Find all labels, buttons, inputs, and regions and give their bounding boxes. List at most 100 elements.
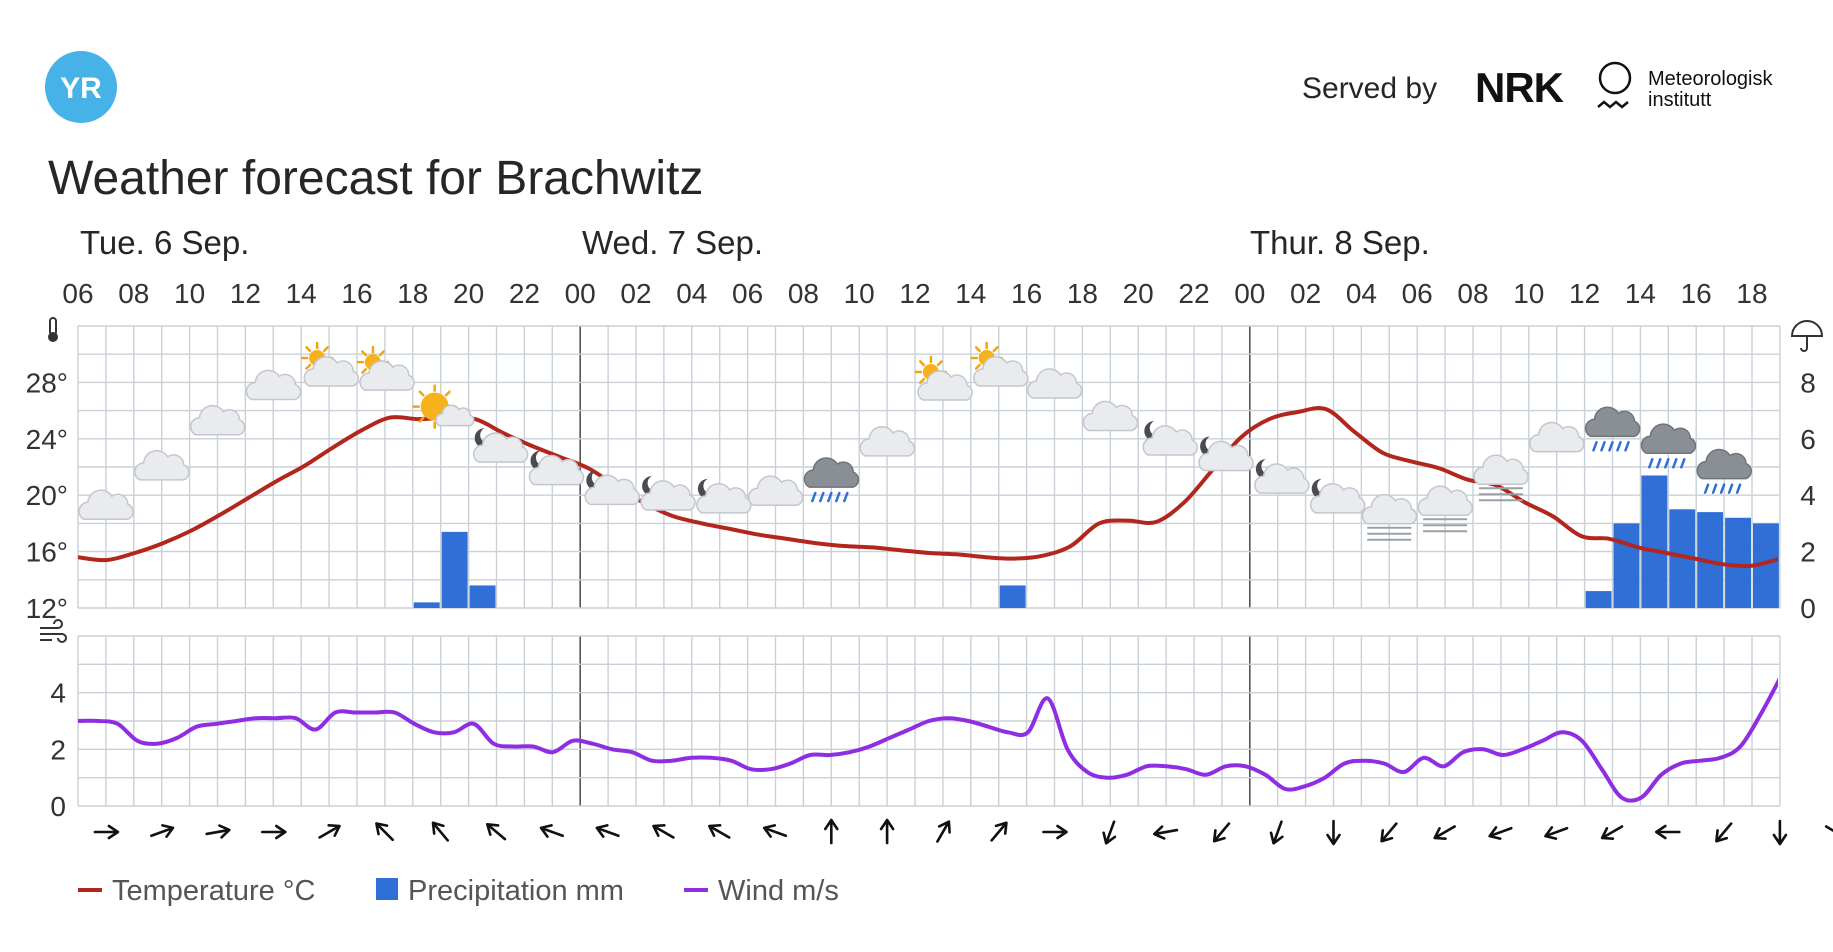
temperature-series	[78, 406, 1778, 569]
precipitation-axis: 0 2 4 6 8	[1800, 367, 1816, 624]
fog-icon	[1473, 454, 1529, 502]
partly-cloudy-night-icon	[528, 450, 585, 486]
yr-logo[interactable]: YR	[45, 51, 117, 123]
precipitation-tick-label: 4	[1800, 480, 1816, 511]
wind-arrow-icon	[260, 824, 287, 840]
hour-label: 08	[788, 278, 819, 309]
partly-cloudy-day-icon	[914, 355, 973, 401]
cloudy-icon	[1082, 400, 1139, 432]
wind-arrow-icon	[539, 824, 564, 838]
hour-label: 02	[1290, 278, 1321, 309]
cloudy-icon	[747, 475, 804, 506]
met-institute-logo[interactable]: Meteorologisk institutt	[1597, 61, 1774, 111]
wind-arrow-icon	[1042, 824, 1068, 840]
met-sun-icon	[1598, 61, 1632, 95]
hour-label: 02	[620, 278, 651, 309]
hour-label: 18	[397, 278, 428, 309]
hour-label: 12	[1569, 278, 1600, 309]
wind-direction-arrows	[93, 818, 1833, 846]
temperature-axis: 12° 16° 20° 24° 28°	[26, 367, 68, 624]
wind-arrow-icon	[205, 824, 231, 839]
sun-cloud-icon	[412, 384, 475, 429]
hour-label: 18	[1736, 278, 1767, 309]
wind-arrow-icon	[375, 822, 394, 842]
thermometer-icon	[48, 317, 58, 342]
hour-label: 22	[509, 278, 540, 309]
wind-arrow-icon	[486, 822, 507, 841]
temperature-tick-label: 24°	[26, 424, 68, 455]
cloudy-icon	[859, 426, 915, 457]
precipitation-tick-label: 8	[1800, 367, 1816, 398]
cloudy-icon	[189, 404, 246, 436]
hour-label: 12	[230, 278, 261, 309]
wind-tick-label: 2	[50, 734, 66, 765]
nrk-logo[interactable]: NRK	[1475, 64, 1565, 111]
met-name-line1: Meteorologisk	[1648, 68, 1774, 90]
hour-axis: 06 08 10 12 14 16 18 20 22 00 02 04 06 08 10 12 14 16 18 20…	[62, 278, 1767, 309]
temperature-tick-label: 12°	[26, 593, 68, 624]
hour-label: 00	[1234, 278, 1265, 309]
rain-icon	[1696, 448, 1752, 494]
cloudy-icon	[134, 450, 190, 481]
temperature-tick-label: 28°	[26, 367, 68, 398]
hour-label: 22	[1178, 278, 1209, 309]
hour-label: 14	[1625, 278, 1656, 309]
hour-label: 10	[844, 278, 875, 309]
hour-label: 08	[118, 278, 149, 309]
legend-wind-label: Wind m/s	[718, 875, 839, 907]
wind-arrow-icon	[1655, 824, 1681, 840]
wind-arrow-icon	[1380, 822, 1398, 843]
day-label: Wed. 7 Sep.	[582, 224, 763, 261]
wind-tick-label: 4	[50, 678, 66, 709]
precipitation-bar	[999, 585, 1026, 608]
legend: Temperature °C Precipitation mm Wind m/s	[78, 875, 839, 907]
legend-wind[interactable]: Wind m/s	[684, 875, 839, 907]
hour-label: 20	[1123, 278, 1154, 309]
partly-cloudy-night-icon	[640, 476, 696, 511]
wind-arrow-icon	[652, 824, 675, 839]
wind-arrow-icon	[1326, 819, 1341, 846]
wind-arrow-icon	[595, 824, 620, 838]
hour-label: 16	[1011, 278, 1042, 309]
weather-icons	[78, 341, 1752, 541]
legend-precipitation[interactable]: Precipitation mm	[376, 875, 624, 907]
wind-arrow-icon	[1433, 825, 1456, 840]
wind-arrow-icon	[879, 818, 895, 845]
temperature-tick-label: 20°	[26, 480, 68, 511]
temperature-line	[78, 406, 1778, 569]
wind-arrow-icon	[431, 821, 450, 842]
wind-arrow-icon	[990, 821, 1008, 842]
served-by-label: Served by	[1302, 72, 1437, 105]
wind-arrow-icon	[1212, 822, 1231, 843]
wind-arrow-icon	[823, 818, 839, 845]
wind-arrow-icon	[1715, 822, 1733, 843]
legend-temperature[interactable]: Temperature °C	[78, 875, 315, 907]
hour-label: 14	[286, 278, 317, 309]
wind-line	[78, 677, 1778, 803]
partly-cloudy-night-icon	[1142, 421, 1198, 456]
cloudy-icon	[1529, 421, 1585, 453]
wind-arrow-icon	[1102, 820, 1117, 845]
temperature-tick-label: 16°	[26, 537, 68, 568]
cloudy-icon	[1026, 368, 1083, 399]
hour-label: 14	[955, 278, 986, 309]
partly-cloudy-night-icon	[1198, 436, 1254, 472]
day-label: Tue. 6 Sep.	[80, 224, 249, 261]
hour-label: 10	[1513, 278, 1544, 309]
hour-label: 04	[676, 278, 707, 309]
hour-label: 10	[174, 278, 205, 309]
hour-label: 00	[565, 278, 596, 309]
fog-icon	[1361, 493, 1418, 541]
wind-arrow-icon	[1600, 825, 1624, 840]
cloudy-icon	[78, 489, 134, 521]
precipitation-bar	[1613, 523, 1640, 608]
precipitation-bar	[1641, 475, 1668, 608]
legend-temperature-label: Temperature °C	[112, 875, 315, 907]
wind-arrow-icon	[93, 824, 120, 840]
wind-axis: 0 2 4	[50, 678, 66, 822]
met-wave-icon	[1597, 100, 1629, 109]
precipitation-bar	[441, 531, 468, 608]
hour-label: 16	[1681, 278, 1712, 309]
fog-icon	[1417, 485, 1473, 533]
